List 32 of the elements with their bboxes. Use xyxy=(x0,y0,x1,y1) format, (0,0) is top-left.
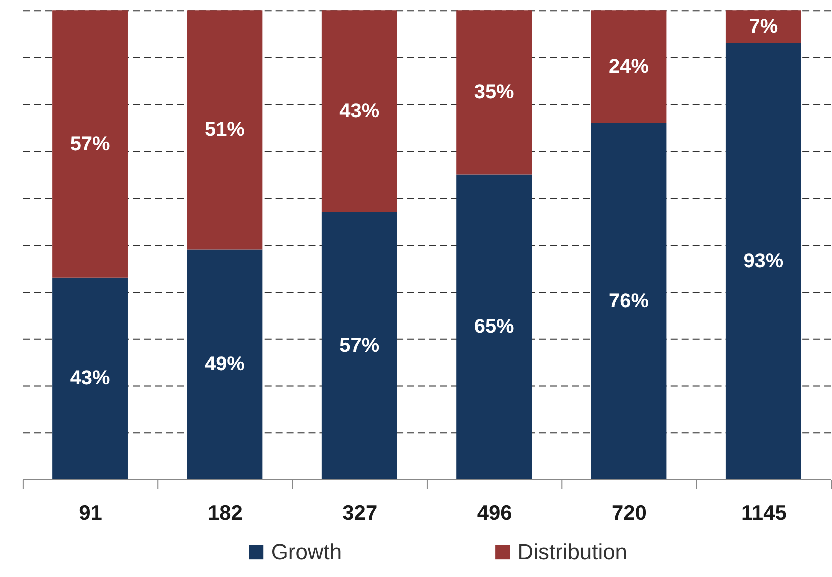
data-label: 24% xyxy=(609,56,650,78)
data-label: 35% xyxy=(474,82,515,104)
x-tick-label: 182 xyxy=(208,502,243,525)
data-label: 93% xyxy=(744,250,784,272)
data-label: 43% xyxy=(70,368,111,390)
x-tick-label: 496 xyxy=(477,502,512,525)
bar xyxy=(52,10,128,278)
data-label: 7% xyxy=(749,16,778,38)
x-tick-label: 720 xyxy=(612,502,647,525)
bar xyxy=(726,43,802,480)
bar xyxy=(591,123,667,480)
bar xyxy=(322,212,398,480)
x-tick-label: 1145 xyxy=(741,502,788,525)
data-label: 49% xyxy=(205,354,246,376)
bar xyxy=(187,10,263,250)
x-tick-label: 327 xyxy=(342,502,378,525)
data-label: 43% xyxy=(340,100,380,122)
bar xyxy=(591,10,667,124)
data-label: 57% xyxy=(70,133,111,156)
bar xyxy=(52,278,128,480)
data-label: 65% xyxy=(474,316,515,338)
legend-label: Growth xyxy=(271,539,342,564)
legend-label: Distribution xyxy=(518,539,628,564)
bar xyxy=(726,10,802,44)
bar xyxy=(456,174,532,480)
bar xyxy=(456,10,532,175)
data-label: 57% xyxy=(340,334,380,357)
data-label: 51% xyxy=(205,119,246,142)
bar xyxy=(187,250,263,480)
data-label: 76% xyxy=(609,290,650,312)
bar xyxy=(322,10,398,212)
x-tick-label: 91 xyxy=(79,502,103,525)
